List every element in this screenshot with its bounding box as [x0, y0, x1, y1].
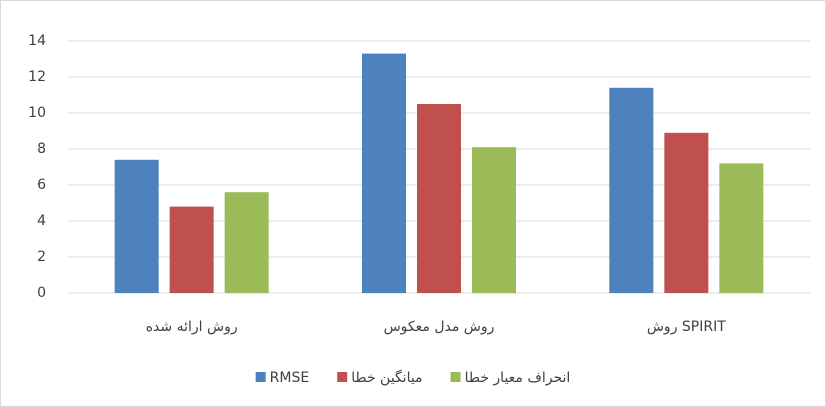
- bar: [719, 163, 764, 293]
- bar: [417, 104, 461, 293]
- bar: [664, 132, 709, 293]
- x-tick-label: روش ارائه شده: [146, 319, 238, 335]
- bar: [609, 87, 654, 293]
- y-tick-label: 4: [37, 213, 46, 229]
- y-tick-label: 8: [37, 141, 46, 157]
- bar: [224, 192, 269, 293]
- legend-label: انحراف معیار خطا: [465, 370, 571, 386]
- x-tick-label: روش مدل معکوس: [384, 319, 495, 335]
- y-tick-label: 14: [28, 33, 46, 49]
- x-tick-label: روش SPIRIT: [647, 319, 726, 335]
- y-tick-label: 6: [37, 177, 46, 193]
- y-tick-label: 0: [37, 285, 46, 301]
- bar: [362, 53, 406, 293]
- legend-label: میانگین خطا: [351, 369, 422, 386]
- bar: [472, 147, 516, 293]
- y-tick-label: 12: [28, 69, 46, 85]
- legend-swatch: [255, 372, 266, 382]
- legend-swatch: [450, 372, 461, 382]
- legend-swatch: [337, 372, 348, 382]
- y-tick-label: 2: [37, 249, 46, 265]
- legend-label: RMSE: [270, 370, 310, 386]
- y-tick-label: 10: [28, 105, 46, 121]
- bar: [114, 159, 159, 293]
- bar: [169, 206, 214, 293]
